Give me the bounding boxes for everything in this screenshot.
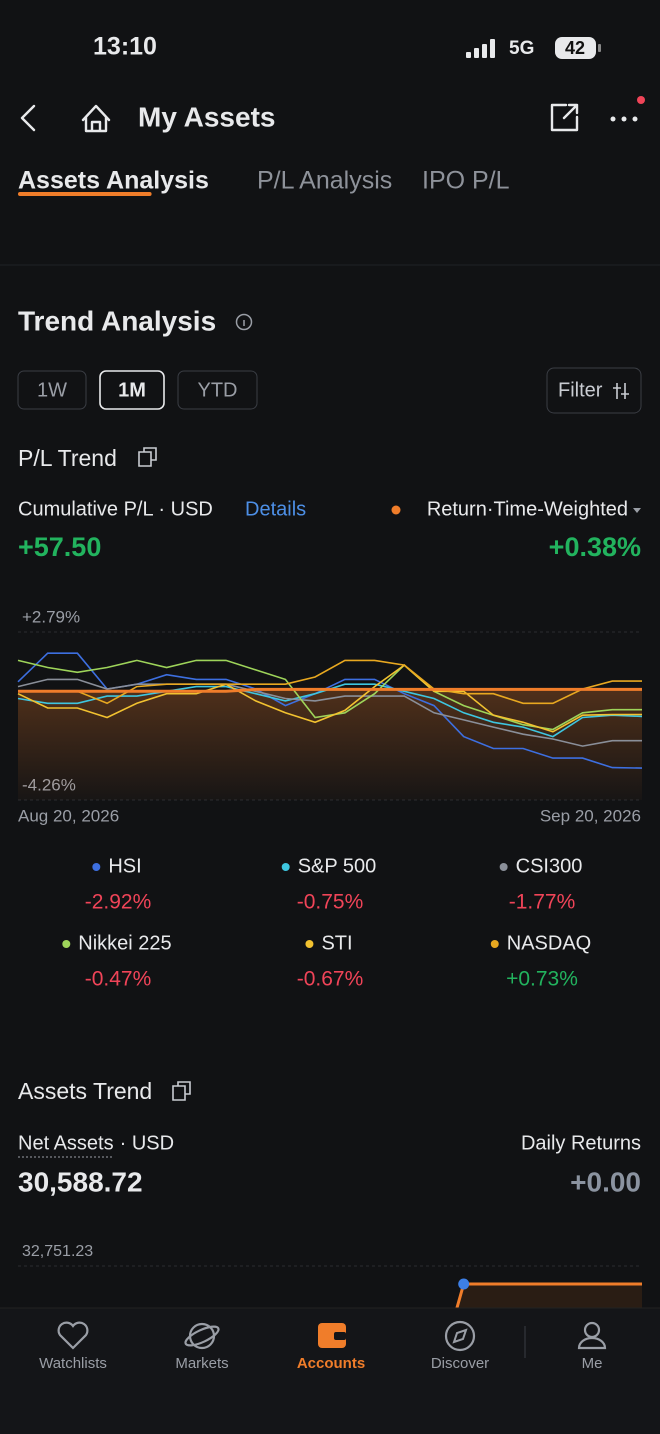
daily-returns-label: Daily Returns: [521, 1132, 641, 1154]
return-value: +0.38%: [549, 532, 641, 562]
series-line: [17, 678, 642, 747]
period-selector: 1W 1M YTD: [17, 370, 258, 410]
legend-value: -0.47%: [85, 968, 152, 991]
y-tick-label: 32,751.23: [22, 1243, 93, 1260]
return-area: [18, 689, 642, 800]
pl-icon[interactable]: [138, 447, 157, 467]
x-label-start: Aug 20, 2026: [18, 806, 119, 825]
back-button[interactable]: [20, 104, 36, 132]
more-button[interactable]: [610, 116, 638, 122]
section-title: Trend Analysis: [18, 305, 216, 336]
share-button[interactable]: [550, 103, 579, 132]
page-title: My Assets: [138, 101, 275, 132]
me-icon-body: [577, 1336, 607, 1350]
legend-value: +0.73%: [506, 968, 578, 991]
legend-value: -0.67%: [297, 968, 364, 991]
period-label: 1M: [118, 379, 146, 401]
battery-tip: [598, 44, 601, 52]
return-label[interactable]: Return·Time-Weighted: [427, 498, 628, 520]
assets-marker: [458, 1278, 470, 1290]
nav-label[interactable]: Markets: [175, 1355, 228, 1372]
nav-label[interactable]: Me: [582, 1355, 603, 1372]
period-label: YTD: [198, 379, 238, 401]
battery-level: 42: [565, 38, 585, 58]
filter-label: Filter: [558, 379, 603, 401]
net-assets-label[interactable]: Net Assets: [18, 1132, 114, 1154]
period-label: 1W: [37, 379, 67, 401]
legend-label: NASDAQ: [507, 932, 591, 954]
assets-plot: [18, 1265, 642, 1308]
cumulative-value: +57.50: [18, 532, 101, 562]
time: 13:10: [93, 33, 157, 61]
nav-label[interactable]: Accounts: [297, 1355, 365, 1372]
return-line: [18, 687, 642, 693]
legend-value: -0.75%: [297, 891, 364, 914]
details-link[interactable]: Details: [245, 498, 306, 520]
filter-button[interactable]: [546, 367, 642, 414]
return-dot: [391, 505, 401, 515]
tab[interactable]: P/L Analysis: [257, 167, 392, 195]
nav-label[interactable]: Discover: [431, 1355, 489, 1372]
series-line: [18, 659, 642, 705]
pl-title: P/L Trend: [18, 445, 117, 471]
nav-label[interactable]: Watchlists: [39, 1355, 107, 1372]
legend-label: Nikkei 225: [78, 932, 171, 954]
filter-icon: [613, 383, 629, 399]
network: 5G: [509, 38, 534, 59]
watchlists-icon: [57, 1321, 89, 1350]
legend-label: S&P 500: [298, 855, 377, 877]
legend-dot: [305, 940, 314, 948]
notification-dot: [637, 96, 645, 104]
legend-label: STI: [321, 932, 352, 954]
dropdown-caret: [633, 508, 641, 513]
accounts-icon: [318, 1323, 346, 1348]
legend-value: -1.77%: [509, 891, 576, 914]
net-assets-currency: · USD: [120, 1132, 174, 1154]
accounts-icon-slot: [334, 1332, 346, 1340]
cumulative-label: Cumulative P/L · USD: [18, 498, 213, 520]
tab[interactable]: Assets Analysis: [18, 167, 209, 195]
daily-returns-value: +0.00: [570, 1166, 641, 1197]
legend-dot: [490, 940, 499, 948]
legend: HSI -2.92% S&P 500 -0.75% CSI300 -1.77% Nikkei…: [62, 855, 591, 991]
assets-icon[interactable]: [172, 1081, 191, 1101]
period-button[interactable]: [99, 370, 165, 410]
legend-dot: [62, 940, 71, 948]
tab-indicator: [18, 192, 152, 196]
assets-chart: 32,751.23: [18, 1243, 642, 1308]
assets-title: Assets Trend: [18, 1078, 152, 1104]
legend-dot: [281, 863, 290, 871]
nav-labels: Watchlists Markets Accounts Discover Me: [39, 1355, 602, 1372]
home-button[interactable]: [81, 104, 111, 133]
signal: [466, 39, 495, 58]
period-button[interactable]: [177, 370, 258, 410]
assets-area: [456, 1284, 642, 1308]
legend-label: CSI300: [516, 855, 583, 877]
legend-dot: [499, 863, 508, 871]
tab[interactable]: IPO P/L: [422, 167, 510, 195]
discover-needle: [452, 1328, 468, 1344]
legend-value: -2.92%: [85, 891, 152, 914]
battery: [555, 37, 596, 59]
legend-label: HSI: [108, 855, 141, 877]
y-tick-label: +2.79%: [22, 607, 80, 626]
pl-chart: +2.79%-4.26%: [17, 607, 643, 801]
x-label-end: Sep 20, 2026: [540, 806, 641, 825]
discover-icon: [444, 1320, 476, 1352]
series-line: [17, 664, 642, 733]
net-assets-value: 30,588.72: [18, 1166, 143, 1197]
legend-dot: [92, 863, 101, 871]
period-button[interactable]: [17, 370, 87, 410]
markets-ring: [184, 1325, 220, 1347]
tabs: Assets Analysis P/L Analysis IPO P/L: [18, 167, 510, 196]
info-icon[interactable]: [235, 313, 253, 331]
